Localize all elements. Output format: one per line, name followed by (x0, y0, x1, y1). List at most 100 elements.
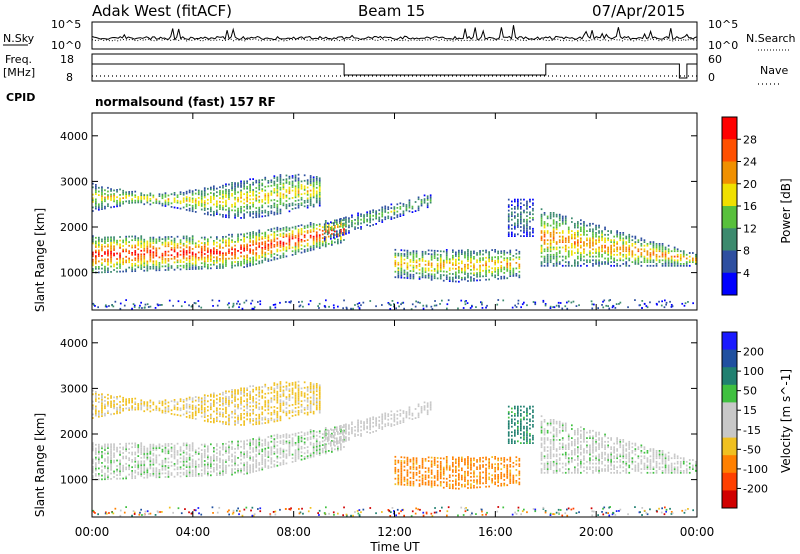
power-cell (225, 243, 227, 245)
velocity-cell (128, 459, 130, 461)
power-cell (200, 258, 203, 261)
power-cell (331, 222, 333, 224)
power-cell (464, 263, 466, 266)
velocity-cell (119, 474, 121, 476)
power-cell (607, 305, 609, 307)
power-cell (540, 213, 543, 216)
power-cell (234, 215, 236, 217)
velocity-cell (231, 390, 233, 393)
power-cell (318, 181, 321, 183)
velocity-cell (267, 454, 270, 457)
velocity-cell (182, 455, 185, 458)
velocity-cell (146, 403, 149, 405)
power-cell (511, 231, 513, 234)
power-cell (273, 227, 276, 230)
velocity-cell (185, 442, 188, 445)
velocity-cell (324, 436, 327, 438)
power-cell (564, 246, 567, 249)
power-cell (402, 210, 405, 213)
power-cell (315, 176, 318, 178)
velocity-cell (343, 435, 345, 437)
velocity-cell (207, 450, 209, 453)
velocity-cell (219, 398, 221, 401)
power-cell (228, 214, 230, 217)
velocity-cell (228, 403, 230, 406)
power-cell (249, 214, 251, 217)
power-cell (467, 263, 469, 266)
power-cell (494, 276, 496, 279)
velocity-cell (155, 445, 158, 448)
velocity-cell (143, 455, 146, 457)
power-cell (134, 270, 137, 272)
power-cell (231, 248, 233, 251)
velocity-cell (231, 460, 233, 463)
velocity-cell (146, 453, 149, 455)
velocity-cell (170, 448, 173, 451)
power-cell (274, 303, 277, 306)
power-cell (270, 250, 273, 252)
power-cell (276, 250, 279, 253)
power-cell (312, 196, 315, 199)
power-cell (228, 243, 230, 245)
velocity-cell (255, 461, 258, 463)
velocity-cell (167, 408, 170, 411)
power-cell (125, 191, 127, 194)
velocity-cell (113, 461, 115, 464)
power-cell (110, 260, 112, 262)
power-cell (461, 253, 463, 255)
power-cell (216, 259, 218, 262)
power-cell (249, 239, 251, 241)
power-cell (494, 259, 496, 262)
velocity-cell (252, 401, 254, 404)
power-cell (240, 206, 242, 208)
power-cell (294, 251, 297, 254)
velocity-cell (137, 467, 140, 470)
power-cell (523, 226, 525, 228)
power-cell (529, 220, 531, 223)
power-cell (228, 216, 230, 219)
velocity-cell (243, 389, 245, 392)
power-cell (203, 207, 206, 210)
velocity-cell (155, 469, 158, 471)
power-cell (252, 256, 254, 259)
power-cell (514, 198, 516, 201)
velocity-cell (285, 442, 288, 445)
velocity-cell (306, 438, 309, 441)
power-cell (595, 224, 597, 227)
freq-panel: Freq. [MHz] 18 8 60 0 Nave (3, 53, 788, 85)
power-cell (231, 203, 233, 206)
velocity-cell (243, 424, 245, 426)
power-cell (182, 235, 185, 238)
velocity-cell (222, 444, 224, 447)
velocity-cell (122, 446, 124, 449)
power-cell (546, 246, 549, 249)
velocity-cell (116, 468, 118, 471)
power-cell (228, 211, 230, 213)
power-cell (507, 227, 510, 230)
velocity-cell (179, 468, 182, 470)
power-cell (190, 305, 193, 308)
power-cell (561, 264, 564, 267)
power-cell (246, 205, 248, 208)
power-cell (300, 248, 303, 250)
power-cell (488, 265, 490, 268)
power-cell (312, 185, 315, 188)
velocity-cell (216, 472, 218, 475)
power-cell (402, 212, 405, 215)
power-cell (95, 242, 97, 245)
power-cell (143, 242, 146, 245)
power-cell (634, 241, 637, 243)
power-cell (298, 301, 300, 303)
velocity-cell (216, 466, 218, 469)
velocity-cell (210, 417, 212, 420)
velocity-cell (98, 401, 100, 403)
power-cell (261, 188, 264, 190)
power-cell (98, 236, 100, 239)
power-cell (191, 206, 194, 209)
power-cell (610, 230, 612, 232)
power-cell (219, 239, 221, 242)
velocity-cell (95, 394, 97, 397)
power-cell (343, 217, 345, 219)
power-cell (614, 307, 617, 309)
power-cell (631, 244, 634, 247)
